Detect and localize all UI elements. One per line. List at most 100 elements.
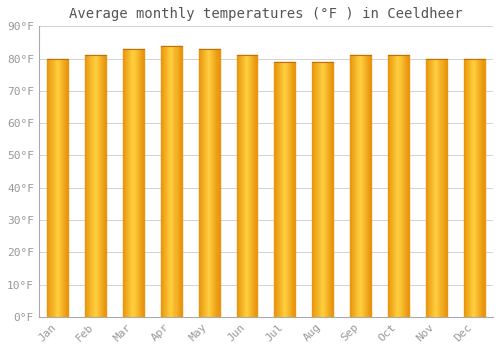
Bar <box>278 62 280 317</box>
Bar <box>396 55 398 317</box>
Bar <box>134 49 136 317</box>
Bar <box>476 58 478 317</box>
Bar <box>50 58 51 317</box>
Bar <box>178 46 180 317</box>
Bar <box>433 58 434 317</box>
Bar <box>247 55 248 317</box>
Bar <box>467 58 468 317</box>
Bar <box>434 58 435 317</box>
Bar <box>293 62 294 317</box>
Bar <box>390 55 391 317</box>
Bar <box>350 55 351 317</box>
Bar <box>332 62 333 317</box>
Bar <box>96 55 98 317</box>
Bar <box>208 49 209 317</box>
Bar <box>471 58 472 317</box>
Bar <box>249 55 250 317</box>
Bar <box>351 55 352 317</box>
Bar <box>246 55 247 317</box>
Bar <box>105 55 106 317</box>
Bar <box>404 55 406 317</box>
Bar <box>402 55 404 317</box>
Bar <box>250 55 251 317</box>
Bar <box>362 55 364 317</box>
Bar <box>256 55 258 317</box>
Bar <box>429 58 430 317</box>
Bar <box>64 58 65 317</box>
Bar <box>478 58 480 317</box>
Bar <box>482 58 484 317</box>
Bar <box>198 49 200 317</box>
Bar <box>408 55 409 317</box>
Bar <box>241 55 242 317</box>
Bar <box>440 58 442 317</box>
Bar <box>406 55 408 317</box>
Bar <box>320 62 322 317</box>
Bar <box>292 62 293 317</box>
Bar <box>328 62 329 317</box>
Bar <box>438 58 440 317</box>
Bar <box>331 62 332 317</box>
Bar <box>174 46 176 317</box>
Bar <box>370 55 371 317</box>
Bar <box>169 46 170 317</box>
Bar <box>244 55 245 317</box>
Bar <box>466 58 467 317</box>
Bar <box>207 49 208 317</box>
Bar <box>176 46 178 317</box>
Bar <box>100 55 101 317</box>
Bar <box>132 49 134 317</box>
Bar <box>356 55 358 317</box>
Bar <box>101 55 102 317</box>
Bar <box>61 58 62 317</box>
Bar <box>243 55 244 317</box>
Bar <box>287 62 288 317</box>
Bar <box>252 55 253 317</box>
Bar <box>475 58 476 317</box>
Bar <box>172 46 174 317</box>
Bar <box>352 55 354 317</box>
Bar <box>289 62 290 317</box>
Bar <box>201 49 202 317</box>
Bar <box>102 55 103 317</box>
Bar <box>164 46 165 317</box>
Bar <box>330 62 331 317</box>
Bar <box>136 49 138 317</box>
Bar <box>358 55 360 317</box>
Bar <box>468 58 469 317</box>
Bar <box>206 49 207 317</box>
Bar <box>470 58 471 317</box>
Bar <box>168 46 169 317</box>
Bar <box>142 49 143 317</box>
Bar <box>205 49 206 317</box>
Bar <box>430 58 431 317</box>
Bar <box>360 55 362 317</box>
Bar <box>209 49 210 317</box>
Bar <box>236 55 238 317</box>
Bar <box>284 62 285 317</box>
Bar <box>464 58 465 317</box>
Bar <box>367 55 368 317</box>
Bar <box>128 49 130 317</box>
Bar <box>388 55 389 317</box>
Bar <box>282 62 283 317</box>
Bar <box>427 58 428 317</box>
Bar <box>480 58 482 317</box>
Bar <box>211 49 212 317</box>
Bar <box>245 55 246 317</box>
Bar <box>426 58 427 317</box>
Bar <box>143 49 144 317</box>
Bar <box>161 46 162 317</box>
Bar <box>368 55 369 317</box>
Bar <box>104 55 105 317</box>
Bar <box>280 62 281 317</box>
Bar <box>254 55 256 317</box>
Bar <box>214 49 216 317</box>
Bar <box>130 49 132 317</box>
Bar <box>366 55 367 317</box>
Bar <box>203 49 204 317</box>
Bar <box>428 58 429 317</box>
Bar <box>465 58 466 317</box>
Bar <box>210 49 211 317</box>
Bar <box>398 55 400 317</box>
